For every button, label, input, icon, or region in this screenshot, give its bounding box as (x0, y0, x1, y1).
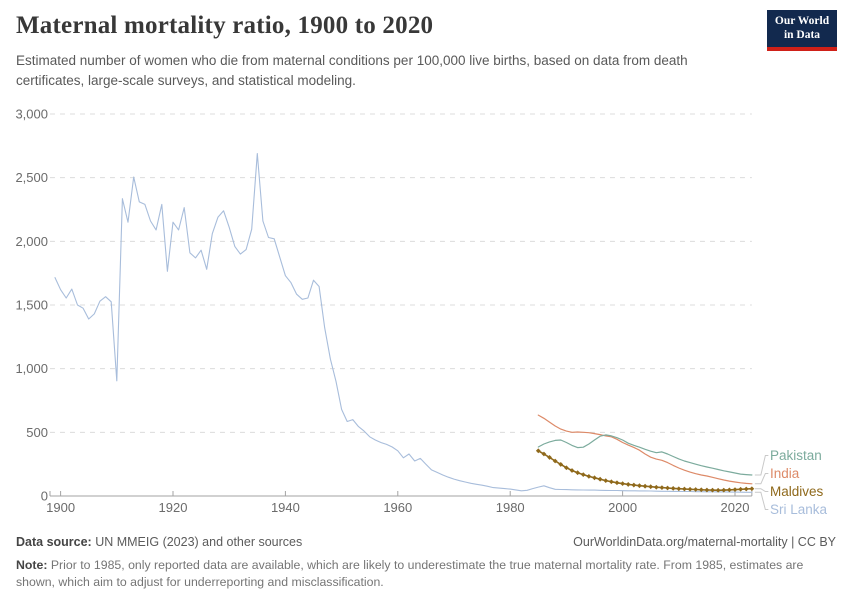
data-point-marker (710, 487, 715, 493)
page-title: Maternal mortality ratio, 1900 to 2020 (16, 12, 434, 39)
data-point-marker (575, 470, 581, 476)
data-point-marker (743, 486, 749, 492)
legend-label-pakistan[interactable]: Pakistan (770, 448, 822, 463)
series-line-pakistan (537, 434, 753, 476)
data-point-marker (637, 483, 642, 489)
legend-leader-line (754, 473, 769, 485)
legend-leader-line (754, 455, 769, 476)
x-tick-label: 1900 (46, 500, 75, 515)
legend-leader-line (754, 491, 769, 510)
data-point-marker (614, 480, 620, 486)
data-point-marker (569, 468, 575, 473)
data-point-marker (693, 487, 699, 492)
legend-label-india[interactable]: India (770, 466, 800, 481)
data-point-marker (558, 462, 564, 467)
data-point-marker (620, 481, 625, 487)
data-point-marker (738, 486, 744, 492)
data-point-marker (535, 448, 541, 454)
data-source-label: Data source: (16, 535, 92, 549)
note-text: Prior to 1985, only reported data are av… (16, 558, 804, 590)
y-tick-label: 1,500 (15, 298, 48, 313)
x-tick-label: 1940 (271, 500, 300, 515)
series-line-maldives (535, 448, 755, 493)
legend-label-maldives[interactable]: Maldives (770, 484, 824, 499)
owid-logo: Our World in Data (767, 10, 837, 51)
y-tick-label: 2,500 (15, 170, 48, 185)
data-point-marker (642, 483, 648, 489)
x-tick-label: 1960 (383, 500, 412, 515)
data-point-marker (580, 472, 586, 478)
legend-label-sri-lanka[interactable]: Sri Lanka (770, 502, 828, 517)
data-source-text: Data source: UN MMEIG (2023) and other s… (16, 535, 302, 549)
data-point-marker (682, 486, 687, 492)
series-line-sri-lanka (54, 152, 753, 493)
y-tick-label: 2,000 (15, 234, 48, 249)
y-tick-label: 3,000 (15, 107, 48, 122)
data-point-marker (631, 482, 637, 488)
footer-source-row: Data source: UN MMEIG (2023) and other s… (16, 535, 836, 549)
data-point-marker (564, 465, 569, 471)
data-point-marker (552, 458, 558, 464)
data-point-marker (687, 486, 693, 492)
data-point-marker (732, 487, 738, 493)
data-point-marker (597, 476, 603, 482)
data-point-marker (715, 487, 721, 493)
citation-link[interactable]: OurWorldinData.org/maternal-mortality | … (573, 535, 836, 549)
x-tick-label: 2020 (721, 500, 750, 515)
owid-logo-line2: in Data (783, 28, 821, 41)
data-point-marker (592, 475, 597, 481)
data-point-marker (670, 485, 676, 491)
legend-leader-line (754, 488, 769, 492)
chart-subtitle: Estimated number of women who die from m… (16, 53, 688, 88)
data-point-marker (608, 479, 614, 485)
y-gridlines: 0 500 1,000 1,500 2,000 2,500 3,000 (15, 107, 752, 504)
x-tick-label: 1920 (159, 500, 188, 515)
owid-logo-line1: Our World (774, 14, 830, 27)
x-tick-label: 1980 (496, 500, 525, 515)
data-point-marker (586, 473, 592, 479)
data-point-marker (603, 478, 609, 483)
data-point-marker (665, 485, 670, 491)
data-point-marker (659, 485, 665, 490)
data-point-marker (726, 487, 732, 493)
data-point-marker (648, 484, 654, 490)
x-tick-label: 2000 (608, 500, 637, 515)
data-point-marker (721, 487, 727, 493)
note-label: Note: (16, 558, 48, 572)
x-axis: 1900 1920 1940 1960 1980 2000 2020 (46, 491, 753, 515)
legend: Pakistan India Maldives Sri Lanka (754, 448, 828, 517)
data-point-marker (547, 455, 552, 460)
series-line-india (537, 414, 753, 485)
data-point-marker (698, 487, 704, 493)
data-point-marker (541, 451, 547, 457)
footer-note: Note: Prior to 1985, only reported data … (16, 557, 822, 592)
data-point-marker (749, 486, 755, 492)
y-tick-label: 0 (41, 489, 48, 504)
data-source-value: UN MMEIG (2023) and other sources (91, 535, 303, 549)
data-point-marker (676, 486, 682, 492)
data-point-marker (653, 484, 659, 490)
data-point-marker (625, 482, 631, 487)
y-tick-label: 1,000 (15, 361, 48, 376)
y-tick-label: 500 (26, 425, 48, 440)
data-point-marker (704, 487, 710, 493)
